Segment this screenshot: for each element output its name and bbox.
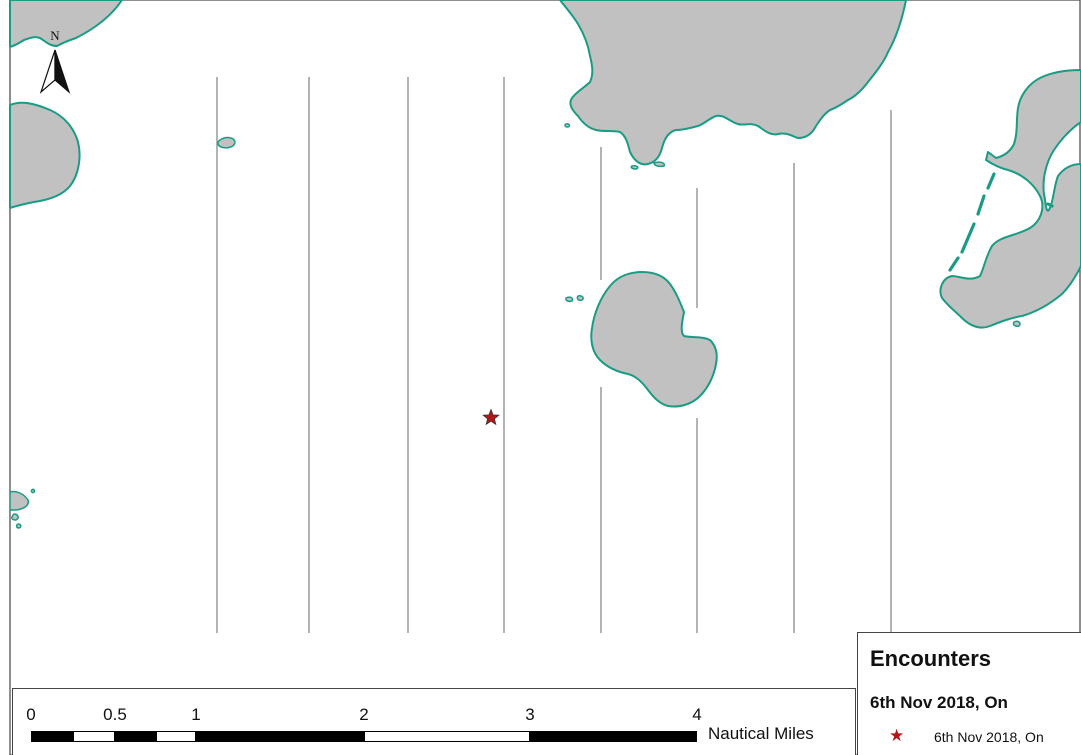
land-top-left-headland bbox=[9, 0, 123, 48]
land-east-peninsula bbox=[939, 69, 1081, 329]
map-border bbox=[9, 0, 1081, 755]
legend: Encounters 6th Nov 2018, On ★ 6th Nov 20… bbox=[857, 632, 1081, 755]
transect-lines bbox=[216, 77, 892, 633]
legend-title: Encounters bbox=[870, 646, 992, 671]
land-north-coast bbox=[559, 0, 907, 166]
scale-unit-label: Nautical Miles bbox=[708, 724, 814, 743]
scale-segment bbox=[73, 731, 115, 742]
islet bbox=[565, 296, 574, 303]
islet bbox=[30, 488, 36, 494]
scale-tick-label: 3 bbox=[525, 705, 535, 724]
north-arrow-label: N bbox=[50, 28, 60, 43]
north-arrow: N bbox=[39, 28, 71, 94]
islet bbox=[217, 136, 236, 149]
scale-tick-label: 4 bbox=[692, 705, 702, 724]
islet bbox=[564, 123, 571, 128]
scale-tick-label: 0 bbox=[26, 705, 36, 724]
land-left-island bbox=[9, 101, 81, 209]
scale-tick-label: 2 bbox=[359, 705, 369, 724]
legend-item-label: 6th Nov 2018, On bbox=[934, 729, 1044, 745]
islet bbox=[630, 165, 639, 170]
scale-segment bbox=[530, 731, 697, 742]
islet bbox=[11, 513, 19, 521]
land-central-island bbox=[590, 271, 718, 408]
encounter-star-icon[interactable] bbox=[482, 408, 500, 426]
north-arrow-right-half bbox=[54, 49, 71, 94]
scale-segment bbox=[364, 731, 530, 742]
scale-tick-label: 1 bbox=[191, 705, 201, 724]
islet bbox=[15, 523, 22, 529]
scale-segment bbox=[31, 731, 73, 742]
scale-segment bbox=[115, 731, 156, 742]
legend-group-heading: 6th Nov 2018, On bbox=[870, 693, 1008, 712]
islet bbox=[576, 295, 584, 301]
scale-bar: 0 0.5 1 2 3 4 Nautical Miles bbox=[12, 688, 856, 755]
breakwaters bbox=[948, 172, 1054, 272]
legend-star-icon: ★ bbox=[889, 726, 905, 745]
scale-segment bbox=[156, 731, 196, 742]
islet bbox=[9, 490, 30, 511]
scale-tick-label: 0.5 bbox=[103, 705, 127, 724]
islet bbox=[653, 161, 666, 168]
islet bbox=[1012, 320, 1021, 327]
north-arrow-left-half bbox=[39, 49, 56, 94]
scale-segment bbox=[196, 731, 364, 742]
